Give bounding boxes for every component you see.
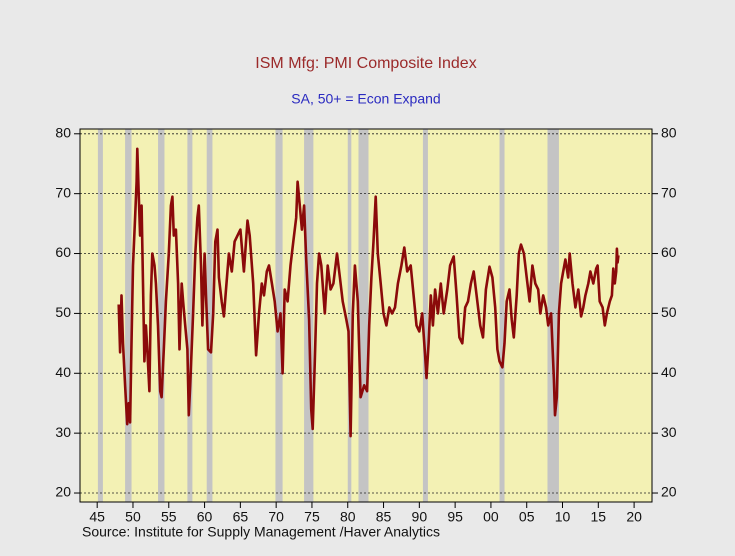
x-tick-label: 90: [412, 509, 428, 525]
y-tick-label: 80: [55, 124, 71, 140]
x-tick-label: 95: [447, 509, 463, 525]
y2-tick-label: 20: [661, 484, 677, 500]
y-tick-label: 30: [55, 424, 71, 440]
recession-band: [422, 129, 428, 502]
y2-tick-label: 80: [661, 124, 677, 140]
y2-tick-label: 60: [661, 244, 677, 260]
x-tick-label: 15: [591, 509, 607, 525]
y-tick-label: 40: [55, 364, 71, 380]
recession-band: [125, 129, 132, 502]
y2-tick-label: 40: [661, 364, 677, 380]
x-tick-label: 50: [125, 509, 141, 525]
x-tick-label: 65: [233, 509, 249, 525]
chart-subtitle: SA, 50+ = Econ Expand: [291, 91, 440, 107]
x-tick-label: 70: [268, 509, 284, 525]
recession-band: [347, 129, 352, 502]
recession-band: [97, 129, 103, 502]
y-tick-label: 50: [55, 304, 71, 320]
x-tick-label: 75: [304, 509, 320, 525]
recession-band: [206, 129, 213, 502]
x-tick-label: 10: [555, 509, 571, 525]
y-tick-label: 20: [55, 484, 71, 500]
x-tick-label: 05: [519, 509, 535, 525]
pmi-line: [117, 147, 620, 438]
x-tick-label: 85: [376, 509, 392, 525]
plot-frame: [79, 128, 653, 503]
source-note: Source: Institute for Supply Management …: [82, 524, 440, 540]
y2-tick-label: 70: [661, 184, 677, 200]
chart-title: ISM Mfg: PMI Composite Index: [255, 55, 476, 72]
recession-band: [358, 129, 369, 502]
recession-band: [499, 129, 505, 502]
x-tick-label: 80: [340, 509, 356, 525]
y2-tick-label: 50: [661, 304, 677, 320]
x-tick-label: 00: [483, 509, 499, 525]
recession-band: [547, 129, 559, 502]
x-tick-label: 45: [89, 509, 105, 525]
x-tick-label: 55: [161, 509, 177, 525]
recession-band: [187, 129, 193, 502]
recession-band: [158, 129, 165, 502]
x-tick-label: 20: [626, 509, 642, 525]
y-tick-label: 60: [55, 244, 71, 260]
x-tick-label: 60: [197, 509, 213, 525]
y-tick-label: 70: [55, 184, 71, 200]
y2-tick-label: 30: [661, 424, 677, 440]
